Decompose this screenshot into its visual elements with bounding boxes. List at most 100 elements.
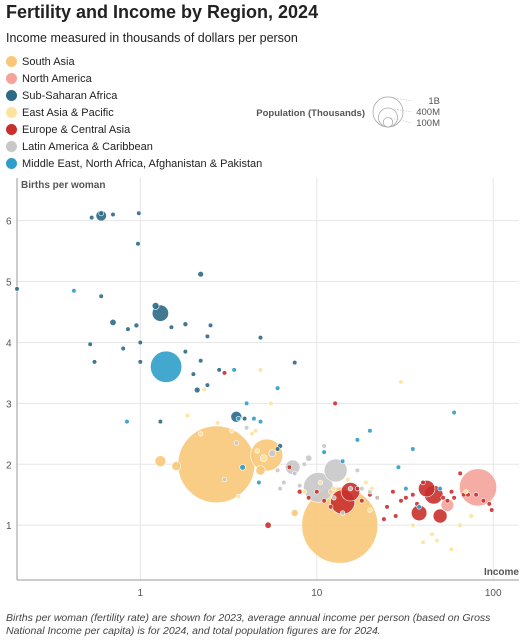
- data-point-4-33: [486, 501, 492, 507]
- data-point-4-32: [480, 498, 487, 504]
- data-point-5-6: [331, 495, 337, 501]
- legend-item: North America: [6, 70, 262, 87]
- data-point-6-11: [321, 449, 327, 455]
- data-point-3-25: [463, 489, 469, 495]
- data-point-3-7: [257, 367, 264, 373]
- data-point-4-34: [489, 507, 495, 513]
- data-point-4-18: [390, 489, 396, 495]
- legend-swatch: [6, 90, 17, 101]
- data-point-3-9: [249, 431, 255, 437]
- data-point-4-28: [457, 470, 463, 477]
- data-point-3-14: [331, 486, 337, 492]
- data-point-3-19: [410, 522, 416, 528]
- data-point-2-10: [197, 271, 204, 278]
- data-point-3-2: [198, 431, 204, 437]
- data-point-2-2: [89, 215, 95, 221]
- data-point-2-26: [257, 335, 264, 341]
- data-point-5-1: [323, 458, 348, 483]
- data-point-4-31: [473, 492, 479, 498]
- data-point-2-24: [198, 358, 204, 364]
- data-point-4-38: [381, 516, 387, 522]
- size-legend-title: Population (Thousands): [256, 108, 365, 119]
- data-point-6-1: [71, 288, 77, 294]
- data-points: [14, 210, 497, 564]
- data-point-5-21: [277, 486, 283, 492]
- legend-label: South Asia: [22, 55, 75, 68]
- data-point-3-3: [215, 420, 221, 426]
- legend-label: Middle East, North Africa, Afghanistan &…: [22, 157, 263, 170]
- x-tick-label: 1: [138, 588, 144, 599]
- data-point-6-8: [244, 400, 250, 407]
- data-point-5-16: [297, 483, 303, 489]
- data-point-2-34: [275, 446, 281, 452]
- size-legend-label: 1B: [428, 96, 440, 107]
- grid-lines: [17, 178, 519, 580]
- data-point-3-11: [235, 494, 242, 500]
- x-tick-label: 10: [311, 588, 323, 599]
- legend-item: Middle East, North Africa, Afghanistan &…: [6, 155, 262, 172]
- legend-swatch: [6, 141, 17, 152]
- data-point-4-26: [448, 489, 455, 495]
- y-tick-label: 1: [6, 521, 12, 532]
- data-point-2-3: [110, 211, 116, 218]
- data-point-4-7: [286, 464, 293, 470]
- data-point-6-2: [124, 419, 130, 425]
- data-point-2-21: [91, 359, 98, 365]
- data-point-6-10: [256, 479, 262, 486]
- size-legend-label: 400M: [416, 107, 440, 118]
- y-tick-label: 2: [6, 460, 12, 471]
- data-point-2-29: [204, 382, 210, 388]
- size-legend-leader: [387, 117, 413, 124]
- footnote: Births per woman (fertility rate) are sh…: [6, 612, 491, 637]
- data-point-4-6: [264, 521, 272, 529]
- data-point-4-37: [393, 513, 399, 519]
- data-point-4-10: [314, 489, 320, 495]
- data-point-5-14: [244, 425, 250, 431]
- data-point-2-16: [207, 322, 214, 329]
- data-point-3-4: [229, 428, 235, 434]
- data-point-5-15: [275, 467, 281, 474]
- data-point-5-8: [354, 467, 361, 474]
- data-point-4-19: [398, 498, 404, 504]
- legend-item: Latin America & Caribbean: [6, 138, 262, 155]
- data-point-4-11: [321, 498, 327, 504]
- chart-subtitle: Income measured in thousands of dollars …: [6, 31, 298, 45]
- data-point-6-3: [231, 367, 237, 373]
- data-point-2-18: [87, 341, 93, 347]
- data-point-3-12: [301, 489, 307, 495]
- data-point-2-11: [109, 318, 117, 326]
- data-point-4-8: [296, 488, 303, 495]
- data-point-3-0: [201, 386, 207, 393]
- data-point-5-4: [305, 454, 313, 462]
- data-point-6-20: [416, 504, 422, 510]
- data-point-4-23: [420, 479, 426, 486]
- data-point-6-13: [354, 437, 361, 443]
- y-tick-label: 6: [6, 217, 12, 228]
- data-point-4-36: [221, 370, 228, 376]
- legend-label: Europe & Central Asia: [22, 123, 131, 136]
- data-point-3-13: [317, 479, 324, 486]
- legend-item: East Asia & Pacific: [6, 104, 262, 121]
- data-point-5-18: [301, 461, 307, 467]
- data-point-2-9: [151, 302, 160, 310]
- data-point-2-14: [168, 324, 174, 330]
- data-point-6-12: [340, 458, 346, 464]
- data-point-2-15: [182, 321, 189, 328]
- data-point-5-7: [347, 486, 354, 492]
- data-point-2-35: [157, 419, 163, 425]
- data-point-2-19: [120, 345, 126, 352]
- data-point-3-27: [369, 486, 375, 492]
- data-point-3-17: [367, 507, 373, 513]
- legend-label: East Asia & Pacific: [22, 106, 114, 119]
- data-point-4-20: [403, 495, 409, 501]
- legend-label: Latin America & Caribbean: [22, 140, 153, 153]
- legend-swatch: [6, 158, 17, 169]
- data-point-4-27: [451, 495, 457, 501]
- data-point-2-30: [194, 386, 201, 394]
- data-point-0-2: [250, 438, 284, 472]
- data-point-3-21: [429, 531, 435, 537]
- data-point-5-9: [359, 486, 365, 492]
- legend-label: Sub-Saharan Africa: [22, 89, 118, 102]
